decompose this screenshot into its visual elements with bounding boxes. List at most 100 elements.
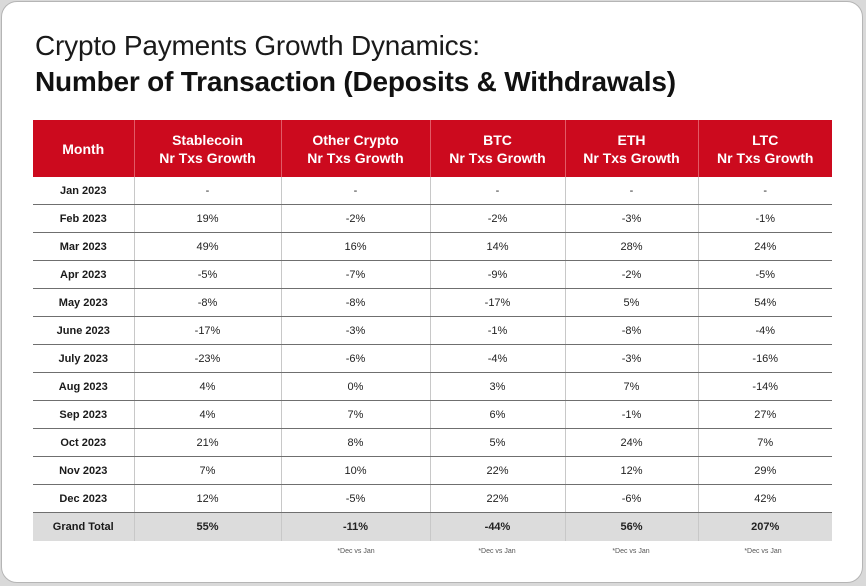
table-row: May 2023 -8% -8% -17% 5% 54% [33,288,832,317]
table-row: Mar 2023 49% 16% 14% 28% 24% [33,232,832,261]
value-cell: 0% [281,372,431,401]
value-cell: 27% [698,400,832,429]
header-btc: BTC Nr Txs Growth [430,120,566,177]
header-label: Nr Txs Growth [449,149,546,166]
value-cell: -17% [430,288,566,317]
value-cell: 22% [430,484,566,513]
month-cell: Mar 2023 [33,232,135,261]
header-stablecoin: Stablecoin Nr Txs Growth [134,120,282,177]
value-cell: 22% [430,456,566,485]
value-cell: -3% [281,316,431,345]
value-cell: 24% [565,428,699,457]
header-label: Nr Txs Growth [583,149,680,166]
value-cell: 10% [281,456,431,485]
value-cell: 5% [430,428,566,457]
value-cell: 24% [698,232,832,261]
table-row: Dec 2023 12% -5% 22% -6% 42% [33,484,832,513]
month-cell: Feb 2023 [33,204,135,233]
value-cell: -6% [281,344,431,373]
footnote: *Dec vs Jan [337,548,375,555]
value-cell: 42% [698,484,832,513]
value-cell: 14% [430,232,566,261]
value-cell: -8% [565,316,699,345]
month-cell: Aug 2023 [33,372,135,401]
month-cell: Nov 2023 [33,456,135,485]
header-label: Nr Txs Growth [159,149,256,166]
value-cell: 4% [134,400,282,429]
value-cell: -16% [698,344,832,373]
value-cell: 19% [134,204,282,233]
grand-total-row: Grand Total 55% -11% -44% 56% 207% [33,512,832,541]
value-cell: 6% [430,400,566,429]
month-cell: Jan 2023 [33,177,135,205]
month-cell: Oct 2023 [33,428,135,457]
value-cell: -6% [565,484,699,513]
table-row: Apr 2023 -5% -7% -9% -2% -5% [33,260,832,289]
header-label: Other Crypto [312,131,399,148]
value-cell: -4% [698,316,832,345]
value-cell: - [134,177,282,205]
month-cell: June 2023 [33,316,135,345]
header-label: ETH [617,131,646,148]
grand-total-value: 207% [698,512,832,541]
month-cell: May 2023 [33,288,135,317]
header-label: Nr Txs Growth [717,149,814,166]
value-cell: -5% [134,260,282,289]
value-cell: -5% [698,260,832,289]
table-body: Jan 2023- - - - - Feb 2023 19% -2% -2% -3% -1% Mar … [33,177,832,541]
value-cell: - [698,177,832,205]
page-subtitle: Number of Transaction (Deposits & Withdr… [35,66,676,97]
value-cell: -1% [698,204,832,233]
grand-total-value: -11% [281,512,431,541]
month-cell: Sep 2023 [33,400,135,429]
grand-total-label: Grand Total [33,512,135,541]
value-cell: -8% [134,288,282,317]
month-cell: Dec 2023 [33,484,135,513]
grand-total-value: -44% [430,512,566,541]
value-cell: -4% [430,344,566,373]
table-row: Jan 2023- - - - - [33,177,832,205]
value-cell: 49% [134,232,282,261]
value-cell: -2% [281,204,431,233]
value-cell: 29% [698,456,832,485]
value-cell: 54% [698,288,832,317]
header-month: Month [33,120,135,177]
value-cell: 12% [134,484,282,513]
value-cell: -9% [430,260,566,289]
footnote: *Dec vs Jan [612,548,650,555]
table-row: Oct 2023 21% 8% 5% 24% 7% [33,428,832,457]
value-cell: 12% [565,456,699,485]
grand-total-value: 56% [565,512,699,541]
table-row: June 2023 -17% -3% -1% -8% -4% [33,316,832,345]
growth-table: Month Stablecoin Nr Txs Growth Other Cryp… [33,120,832,541]
header-eth: ETH Nr Txs Growth [565,120,699,177]
footnote: *Dec vs Jan [744,548,782,555]
value-cell: 21% [134,428,282,457]
value-cell: 4% [134,372,282,401]
value-cell: 28% [565,232,699,261]
value-cell: -8% [281,288,431,317]
table-header-row: Month Stablecoin Nr Txs Growth Other Cryp… [33,120,832,177]
header-label: Nr Txs Growth [307,149,404,166]
value-cell: - [565,177,699,205]
value-cell: -3% [565,204,699,233]
value-cell: 7% [281,400,431,429]
table-row: Sep 2023 4% 7% 6% -1% 27% [33,400,832,429]
grand-total-value: 55% [134,512,282,541]
value-cell: -5% [281,484,431,513]
table-row: Aug 2023 4% 0% 3% 7% -14% [33,372,832,401]
value-cell: -23% [134,344,282,373]
value-cell: 7% [565,372,699,401]
table-row: July 2023 -23% -6% -4% -3% -16% [33,344,832,373]
month-cell: July 2023 [33,344,135,373]
page-title: Crypto Payments Growth Dynamics: [35,30,480,61]
value-cell: 7% [698,428,832,457]
value-cell: -1% [565,400,699,429]
value-cell: 8% [281,428,431,457]
table-row: Feb 2023 19% -2% -2% -3% -1% [33,204,832,233]
header-label: Stablecoin [172,131,243,148]
value-cell: -1% [430,316,566,345]
value-cell: -2% [565,260,699,289]
header-label: BTC [483,131,512,148]
value-cell: 16% [281,232,431,261]
